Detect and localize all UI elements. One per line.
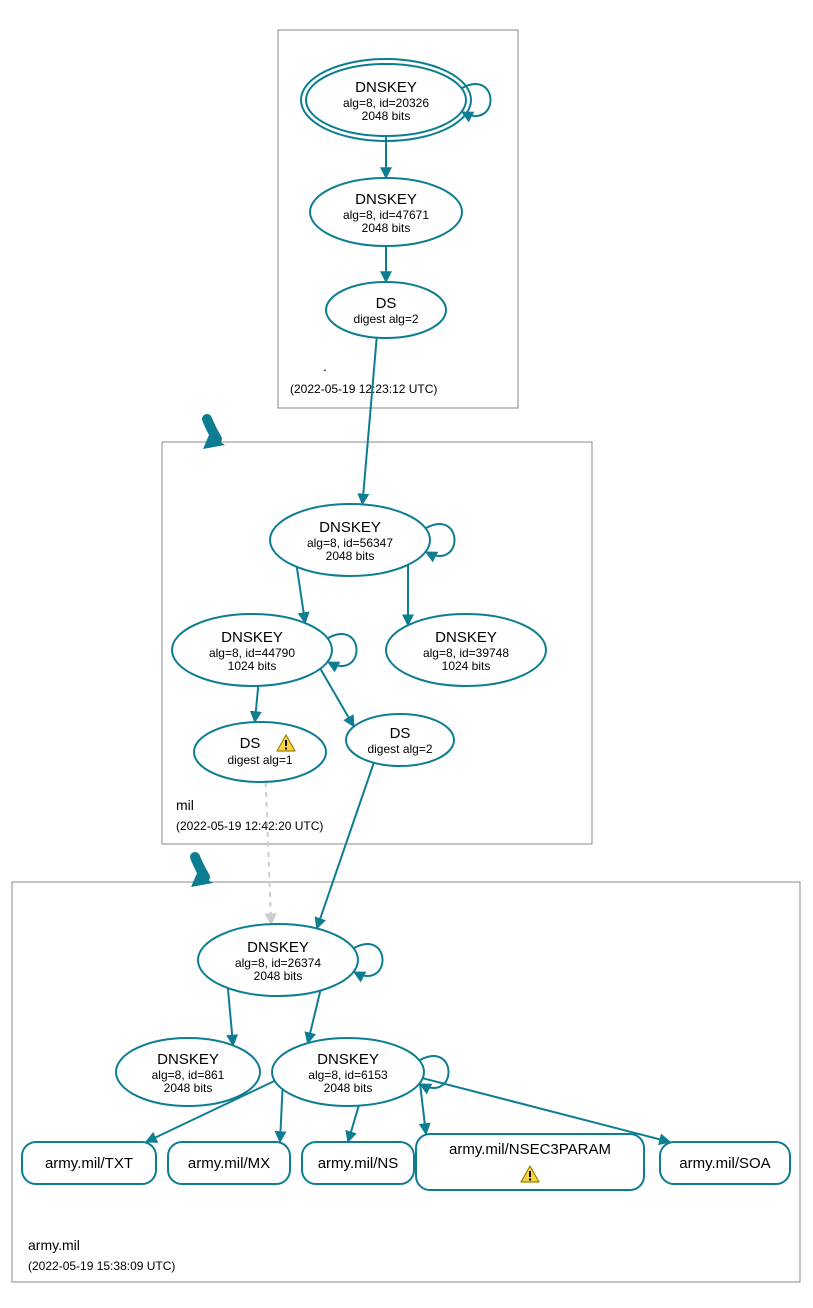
node-title: DNSKEY [247,939,309,956]
node-sub: 2048 bits [164,1081,213,1095]
rr-label: army.mil/SOA [679,1155,770,1172]
node-mil_ksk: DNSKEYalg=8, id=563472048 bits [270,504,455,576]
node-mil_ds1: DSdigest alg=1 [194,722,326,782]
zone-timestamp-mil: (2022-05-19 12:42:20 UTC) [176,819,323,833]
edge-mil_ksk-mil_zsk1 [297,567,305,623]
node-sub: 1024 bits [228,659,277,673]
node-sub: 2048 bits [362,221,411,235]
node-army_ksk: DNSKEYalg=8, id=263742048 bits [198,924,383,996]
node-root_ksk: DNSKEYalg=8, id=203262048 bits [301,59,491,141]
edge-army_zsk2-rr_nsec3 [420,1083,426,1134]
node-sub: alg=8, id=47671 [343,208,429,222]
edge-root_ds-mil_ksk [362,338,376,505]
node-sub: digest alg=1 [227,753,292,767]
zone-timestamp-armymil: (2022-05-19 15:38:09 UTC) [28,1259,175,1273]
node-mil_zsk2: DNSKEYalg=8, id=397481024 bits [386,614,546,686]
node-sub: alg=8, id=26374 [235,956,321,970]
edge-army_zsk2-rr_ns [348,1106,359,1142]
edge-mil_ds2-army_ksk [317,763,374,929]
rr-label: army.mil/TXT [45,1155,133,1172]
node-sub: 2048 bits [362,109,411,123]
node-root_zsk: DNSKEYalg=8, id=476712048 bits [310,178,462,246]
node-title: DNSKEY [319,519,381,536]
node-rr_soa: army.mil/SOA [660,1142,790,1184]
node-rr_txt: army.mil/TXT [22,1142,156,1184]
node-sub: 2048 bits [326,549,375,563]
edge-mil_zsk1-mil_ds1 [255,686,258,722]
node-title: DNSKEY [157,1051,219,1068]
edge-army_ksk-army_zsk1 [228,988,233,1045]
node-sub: alg=8, id=6153 [308,1068,388,1082]
node-mil_zsk1: DNSKEYalg=8, id=447901024 bits [172,614,357,686]
node-sub: digest alg=2 [367,742,432,756]
node-title: DNSKEY [355,79,417,96]
node-title: DS [240,735,261,752]
rr-label: army.mil/MX [188,1155,270,1172]
edge-army_zsk2-rr_soa [423,1078,670,1142]
node-sub: digest alg=2 [353,312,418,326]
node-rr_nsec3: army.mil/NSEC3PARAM [416,1134,644,1190]
node-title: DS [376,295,397,312]
node-title: DNSKEY [355,191,417,208]
edge-mil_ds1-army_ksk [266,782,271,924]
edge-mil_zsk1-mil_ds2 [320,669,354,727]
rr-label: army.mil/NSEC3PARAM [449,1141,611,1158]
node-sub: alg=8, id=56347 [307,536,393,550]
node-title: DNSKEY [435,629,497,646]
node-sub: alg=8, id=39748 [423,646,509,660]
node-sub: 1024 bits [442,659,491,673]
delegation-arrow [195,857,205,877]
zone-timestamp-root: (2022-05-19 12:23:12 UTC) [290,382,437,396]
node-title: DS [390,725,411,742]
node-title: DNSKEY [317,1051,379,1068]
dnssec-graph: . (2022-05-19 12:23:12 UTC) mil (2022-05-19… [0,0,813,1308]
node-army_zsk1: DNSKEYalg=8, id=8612048 bits [116,1038,260,1106]
node-sub: 2048 bits [324,1081,373,1095]
node-sub: alg=8, id=44790 [209,646,295,660]
node-sub: 2048 bits [254,969,303,983]
node-rr_mx: army.mil/MX [168,1142,290,1184]
node-root_ds: DSdigest alg=2 [326,282,446,338]
node-mil_ds2: DSdigest alg=2 [346,714,454,766]
zone-label-armymil: army.mil [28,1237,80,1253]
zone-label-root: . [323,358,327,374]
node-sub: alg=8, id=861 [152,1068,225,1082]
node-title: DNSKEY [221,629,283,646]
node-rr_ns: army.mil/NS [302,1142,414,1184]
rr-label: army.mil/NS [318,1155,399,1172]
edge-army_ksk-army_zsk2 [308,991,321,1044]
edge-army_zsk2-rr_mx [280,1089,282,1142]
zone-label-mil: mil [176,797,194,813]
delegation-arrow [207,419,217,439]
node-sub: alg=8, id=20326 [343,96,429,110]
